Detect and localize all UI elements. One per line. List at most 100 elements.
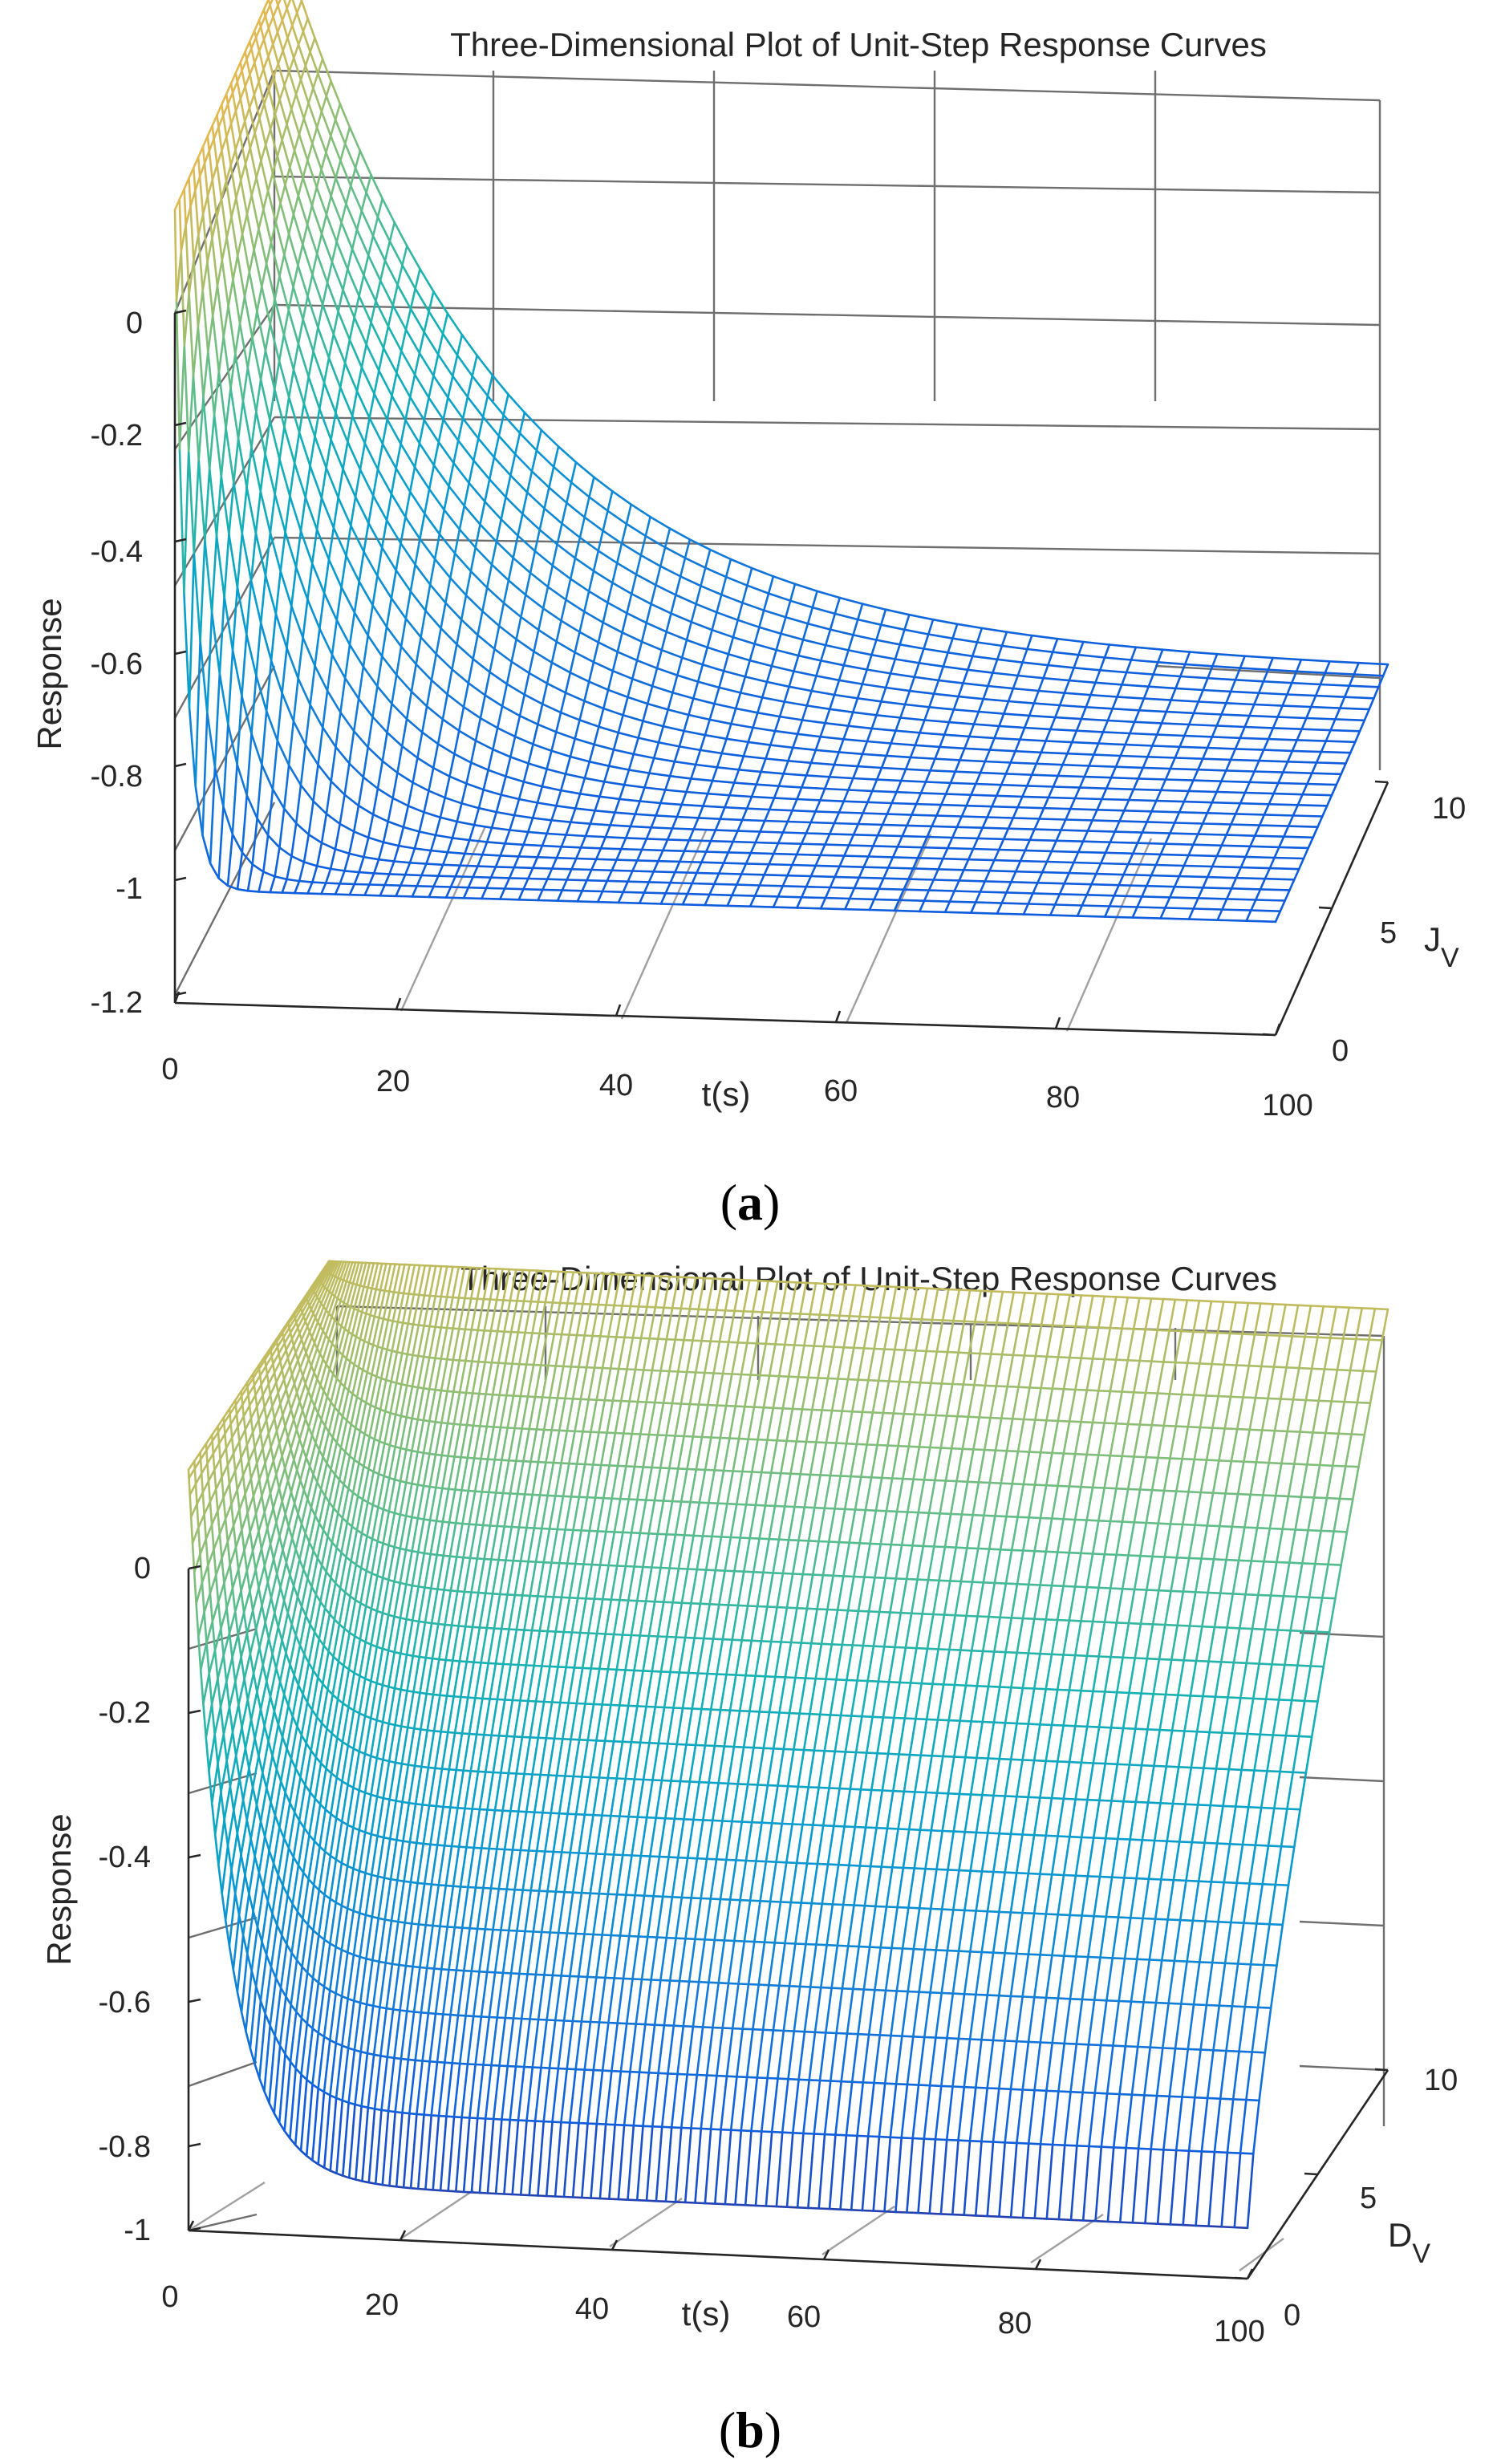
- chart-a-mesh-line: [1142, 766, 1172, 770]
- chart-a-mesh-line: [337, 496, 352, 527]
- chart-a-mesh-line: [485, 563, 493, 589]
- chart-a-mesh-line: [1022, 903, 1029, 915]
- chart-b-mesh-line: [961, 1447, 975, 1451]
- chart-a-mesh-line: [744, 676, 769, 684]
- chart-a-mesh-line: [1164, 842, 1195, 846]
- chart-a-mesh-line: [236, 695, 243, 765]
- chart-a-mesh-line: [517, 887, 525, 901]
- chart-a-mesh-line: [1047, 664, 1075, 669]
- chart-a-mesh-line: [657, 725, 665, 744]
- chart-a-mesh-line: [788, 685, 813, 692]
- chart-a-mesh-line: [281, 878, 288, 894]
- chart-b-mesh-line: [754, 1674, 767, 1678]
- chart-a-mesh-line: [1263, 814, 1295, 817]
- chart-a-mesh-line: [617, 713, 624, 734]
- chart-b-mesh-line: [463, 1590, 473, 1593]
- chart-a-mesh-line: [952, 708, 980, 713]
- chart-b-mesh-line: [893, 1716, 907, 1719]
- chart-b-mesh-line: [900, 1544, 914, 1547]
- chart-a-mesh-line: [583, 516, 604, 532]
- chart-a-mesh-line: [1220, 834, 1227, 847]
- chart-b-mesh-line: [707, 1501, 720, 1504]
- chart-b-mesh-line: [248, 1404, 253, 1419]
- chart-a-mesh-line: [348, 852, 365, 859]
- chart-b-mesh-line: [1335, 1305, 1350, 1309]
- chart-a-mesh-line: [1234, 667, 1242, 681]
- chart-b-mesh-line: [1110, 1727, 1125, 1730]
- chart-a-mesh-line: [594, 847, 602, 861]
- chart-a-mesh-line: [342, 268, 349, 291]
- chart-a-mesh-line: [283, 396, 290, 428]
- chart-a-mesh-line: [1007, 827, 1036, 830]
- chart-a-mesh-line: [320, 497, 335, 530]
- chart-a-mesh-line: [657, 849, 664, 863]
- chart-a-mesh-line: [991, 794, 998, 808]
- chart-a-mesh-line: [370, 321, 385, 350]
- chart-a-mesh-line: [253, 19, 261, 32]
- chart-a-mesh-line: [419, 267, 435, 293]
- chart-b-mesh-line: [691, 1707, 703, 1711]
- chart-a-mesh-line: [748, 643, 756, 662]
- chart-b-mesh-line: [1138, 1359, 1153, 1362]
- chart-a-mesh-line: [706, 628, 713, 649]
- chart-b-mesh-line: [1097, 1726, 1113, 1729]
- chart-a-mesh-line: [221, 258, 229, 308]
- chart-a-mesh-line: [283, 84, 293, 111]
- chart-b-mesh-line: [586, 1496, 597, 1499]
- chart-a-mesh-line: [428, 766, 435, 792]
- chart-a-mesh-line: [1273, 856, 1305, 860]
- chart-b-mesh-line: [694, 1277, 706, 1280]
- chart-a-mesh-line: [474, 716, 482, 742]
- chart-b-mesh-line: [1210, 1300, 1225, 1303]
- chart-a-mesh-line: [509, 829, 529, 834]
- chart-a-mesh-line: [1239, 655, 1246, 669]
- chart-a-mesh-line: [736, 601, 744, 622]
- chart-b-mesh-line: [1183, 1659, 1198, 1662]
- chart-a-mesh-line: [753, 884, 761, 897]
- chart-a-mesh-line: [488, 456, 496, 481]
- chart-a-mesh-line: [502, 393, 509, 416]
- chart-b-mesh-line: [1150, 1297, 1165, 1301]
- chart-b-mesh-line: [860, 1476, 873, 1479]
- chart-b-mesh-line: [1109, 1520, 1124, 1523]
- chart-b-mesh-line: [1228, 1332, 1243, 1335]
- chart-a-mesh-line: [1111, 696, 1118, 710]
- chart-a-mesh-line: [1080, 705, 1087, 721]
- chart-a-x-tick-mark: [395, 997, 402, 1010]
- chart-b-mesh-line: [692, 1339, 703, 1342]
- chart-a-mesh-line: [1056, 637, 1085, 643]
- chart-a-mesh-line: [292, 677, 300, 723]
- chart-b-mesh-line: [595, 1739, 606, 1743]
- chart-a-mesh-line: [1363, 708, 1370, 722]
- chart-b-mesh-line: [606, 1335, 618, 1338]
- chart-b-mesh-line: [490, 1734, 501, 1737]
- chart-a-mesh-line: [390, 493, 407, 518]
- chart-a-mesh-line: [323, 381, 337, 414]
- chart-a-mesh-line: [262, 26, 270, 41]
- chart-a-mesh-line: [674, 575, 682, 596]
- chart-a-mesh-line: [368, 872, 375, 886]
- chart-a-mesh-line: [673, 745, 681, 763]
- chart-a-mesh-line: [1098, 656, 1106, 672]
- chart-b-mesh-line: [720, 1277, 732, 1281]
- chart-b-mesh-line: [736, 1342, 748, 1345]
- chart-b-mesh-line: [400, 1688, 408, 1692]
- chart-b-mesh-line: [594, 1496, 605, 1500]
- chart-b-mesh-line: [1208, 1731, 1223, 1734]
- chart-a-mesh-line: [432, 875, 440, 888]
- chart-b-mesh-line: [839, 1714, 853, 1717]
- chart-b-mesh-line: [713, 1469, 725, 1472]
- chart-a-mesh-line: [789, 583, 797, 603]
- chart-a-mesh-line: [309, 664, 316, 706]
- chart-a-mesh-line: [842, 789, 850, 803]
- chart-a-mesh-line: [217, 806, 225, 879]
- chart-a-mesh-line: [1215, 844, 1223, 858]
- chart-a-mesh-line: [513, 735, 534, 745]
- chart-b-mesh-line: [724, 1309, 736, 1313]
- chart-a-mesh-line: [353, 580, 361, 614]
- chart-a-mesh-line: [1057, 763, 1064, 777]
- chart-a-mesh-line: [299, 79, 310, 104]
- chart-b-mesh-line: [1073, 1585, 1089, 1589]
- chart-a-mesh-line: [1320, 750, 1352, 754]
- chart-b-mesh-line: [964, 1756, 978, 1760]
